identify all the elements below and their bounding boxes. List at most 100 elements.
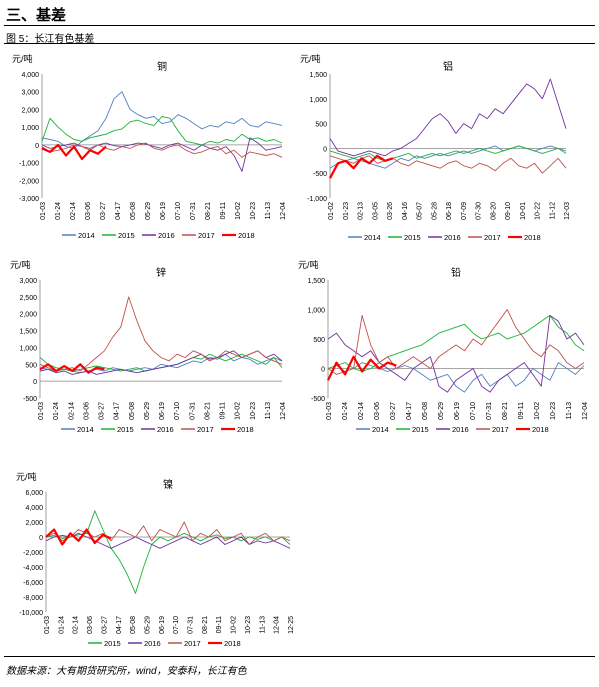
unit-label: 元/吨 [298,259,319,270]
x-tick-label: 07-10 [173,616,180,634]
nickel-basis-chart: 元/吨镍 -10,000 -8,000 -6,000 -4,000 -2,000 0 2,00… [16,471,295,648]
legend-label-2015: 2015 [117,425,134,434]
series-line-2018 [45,528,112,546]
x-tick-label: 03-06 [374,402,381,420]
x-tick-label: 01-03 [38,402,45,420]
x-tick-label: 03-27 [99,402,106,420]
legend-label-2016: 2016 [158,231,175,240]
x-tick-label: 03-27 [101,616,108,634]
y-tick-label: 2,000 [25,520,43,527]
series-line-2017 [41,142,283,158]
x-tick-label: 04-17 [406,402,413,420]
x-tick-label: 12-25 [288,616,295,634]
series-line-2014 [327,362,585,393]
x-tick-label: 09-11 [518,402,525,419]
legend-label-2014: 2014 [372,425,389,434]
chart-title: 锌 [156,266,166,279]
x-tick-label: 12-04 [274,616,281,634]
legend-label-2018: 2018 [238,231,255,240]
x-tick-label: 10-02 [534,402,541,420]
caption-divider [4,43,595,44]
series-line-2017 [39,296,283,372]
x-tick-label: 09-10 [505,202,512,220]
y-tick-label: 3,000 [21,90,39,97]
unit-label: 元/吨 [300,53,321,64]
x-tick-label: 12-03 [564,202,571,220]
x-tick-label: 03-06 [85,202,92,220]
x-tick-label: 05-08 [422,402,429,420]
x-tick-label: 07-30 [476,202,483,220]
x-tick-label: 05-28 [431,202,438,220]
legend-label-2018: 2018 [237,425,254,434]
x-tick-label: 10-23 [550,402,557,420]
legend-label-2017: 2017 [484,233,501,242]
y-tick-label: 3,000 [19,278,37,285]
lead-basis-chart: 元/吨铅 -500 0 500 1,000 1,500 01-03 01-24 02-14 03-… [298,259,589,434]
x-tick-label: 01-24 [342,402,349,420]
x-tick-label: 11-13 [566,402,573,419]
x-tick-label: 02-14 [358,402,365,420]
x-tick-label: 04-17 [115,202,122,220]
x-tick-label: 11-13 [265,402,272,419]
y-tick-label: -3,000 [19,196,39,203]
series-line-2016 [327,314,585,393]
x-tick-label: 10-23 [245,616,252,634]
x-tick-label: 01-03 [44,616,51,634]
x-tick-label: 07-10 [470,402,477,420]
legend-label-2017: 2017 [197,425,214,434]
y-tick-label: 4,000 [21,72,39,79]
x-tick-label: 07-10 [175,202,182,220]
source-note: 数据来源：大有期货研究所，wind，安泰科，长江有色 [6,666,247,677]
y-tick-label: -1,000 [307,196,327,203]
y-tick-label: 1,000 [309,97,327,104]
aluminum-basis-chart: 元/吨铝 -1,000 -500 0 500 1,000 1,500 01-02 01-23 02… [300,53,571,242]
y-tick-label: 2,000 [19,312,37,319]
x-tick-label: 05-08 [129,402,136,420]
y-tick-label: 1,000 [19,345,37,352]
x-tick-label: 05-08 [130,202,137,220]
series-line-2016 [39,350,283,375]
x-tick-label: 11-12 [549,202,556,219]
section-title: 三、基差 [6,7,67,24]
x-tick-label: 11-13 [265,202,272,219]
y-tick-label: -2,000 [23,550,43,557]
y-tick-label: 1,500 [309,72,327,79]
title-divider [4,25,595,26]
series-line-2015 [45,510,291,594]
x-tick-label: 01-03 [326,402,333,420]
y-tick-label: 1,500 [307,278,325,285]
x-tick-label: 08-21 [202,616,209,634]
legend-label-2017: 2017 [184,639,201,648]
x-tick-label: 02-14 [68,402,75,420]
x-tick-label: 07-31 [486,402,493,420]
legend-label-2018: 2018 [532,425,549,434]
x-tick-label: 05-29 [144,402,151,420]
y-tick-label: -4,000 [23,565,43,572]
x-tick-label: 01-24 [58,616,65,634]
legend-label-2014: 2014 [78,231,95,240]
x-tick-label: 01-02 [328,202,335,220]
x-tick-label: 12-04 [280,202,287,220]
y-tick-label: 2,000 [21,107,39,114]
x-tick-label: 10-02 [235,402,242,420]
zinc-basis-chart: 元/吨锌 -500 0 500 1,000 1,500 2,000 2,500 3,000 01-… [10,259,287,434]
x-tick-label: 05-08 [130,616,137,634]
series-line-2017 [45,521,291,545]
x-tick-label: 12-04 [280,402,287,420]
legend-label-2015: 2015 [404,233,421,242]
y-tick-label: 500 [25,362,37,369]
x-tick-label: 04-16 [402,202,409,220]
y-tick-label: 4,000 [25,505,43,512]
legend-label-2018: 2018 [524,233,541,242]
y-tick-label: 1,000 [307,308,325,315]
x-tick-label: 09-11 [220,402,227,419]
y-tick-label: 1,500 [19,329,37,336]
chart-title: 铅 [451,266,461,279]
y-tick-label: 1,000 [21,125,39,132]
x-tick-label: 03-05 [372,202,379,220]
y-tick-label: -6,000 [23,580,43,587]
x-tick-label: 08-20 [490,202,497,220]
x-tick-label: 10-02 [235,202,242,220]
x-tick-label: 10-02 [231,616,238,634]
x-tick-label: 01-24 [53,402,60,420]
